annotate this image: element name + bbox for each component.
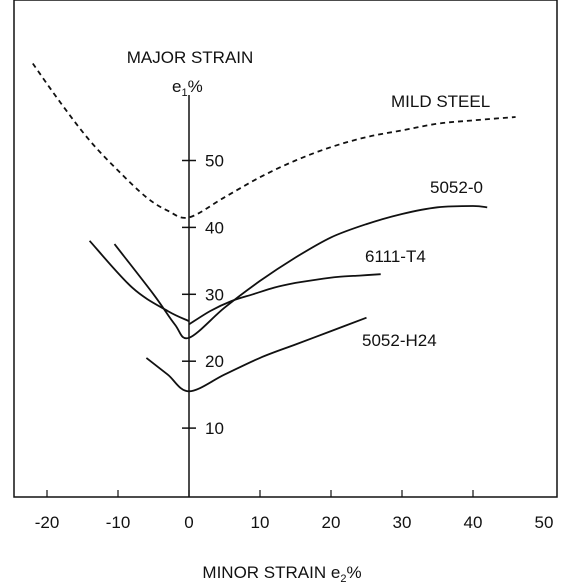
series-label-mild-steel: MILD STEEL (391, 92, 490, 111)
x-tick-label: 50 (535, 513, 554, 532)
series-label-6111-t4: 6111-T4 (365, 247, 426, 266)
x-tick-label: -10 (106, 513, 131, 532)
series-layer (32, 62, 516, 393)
y-axis-title-line2: e1% (172, 77, 203, 99)
series-line-5052-h24 (145, 316, 367, 393)
series-line-5052-0 (113, 205, 488, 340)
x-tick-label: -20 (35, 513, 60, 532)
y-tick-label: 20 (205, 352, 224, 371)
x-tick-label: 30 (393, 513, 412, 532)
y-tick-label: 40 (205, 218, 224, 237)
plot-frame (13, 0, 558, 498)
series-line-6111-t4 (188, 273, 381, 326)
axis-layer: 10 20 30 40 50 -20 -10 0 10 20 30 40 50 (35, 95, 554, 532)
y-tick-label: 10 (205, 419, 224, 438)
x-axis-title: MINOR STRAIN e2% (202, 563, 361, 585)
series-line-5052-0-left-branch (88, 240, 190, 322)
x-tick-label: 40 (464, 513, 483, 532)
y-tick-label: 30 (205, 285, 224, 304)
y-tick-label: 50 (205, 152, 224, 171)
y-axis-title-line1: MAJOR STRAIN (127, 48, 254, 67)
series-label-5052-0: 5052-0 (430, 178, 483, 197)
series-label-5052-h24: 5052-H24 (362, 331, 437, 350)
x-tick-label: 0 (184, 513, 193, 532)
x-tick-label: 10 (251, 513, 270, 532)
x-tick-label: 20 (322, 513, 341, 532)
